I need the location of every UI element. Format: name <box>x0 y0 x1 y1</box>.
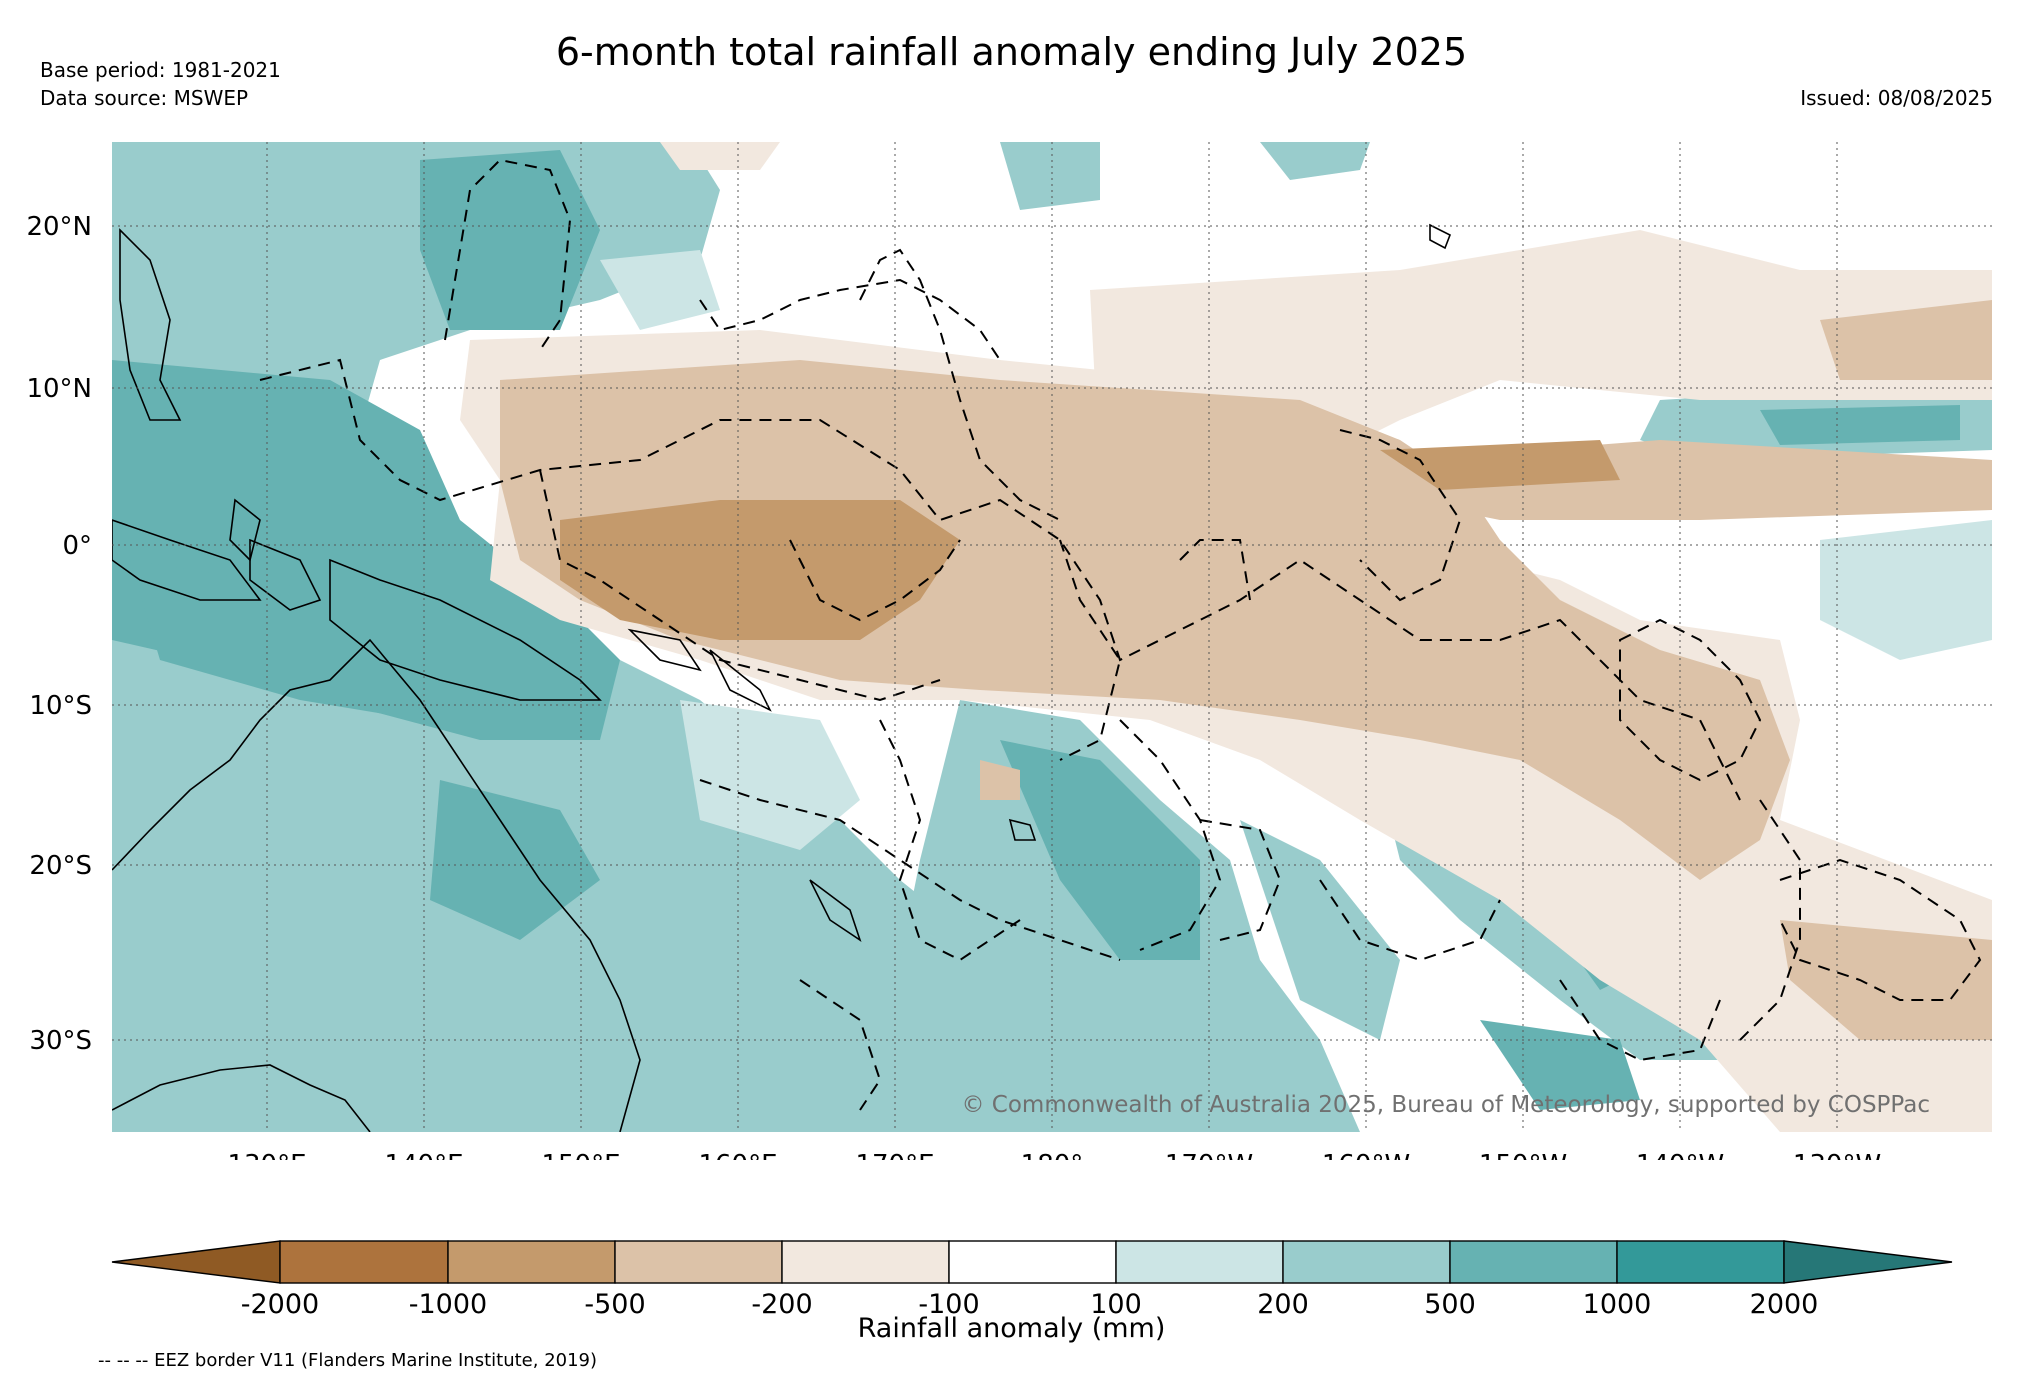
colorbar-tick: -200 <box>751 1289 812 1320</box>
lon-label: 160°W <box>1322 1150 1410 1160</box>
lon-label: 160°E <box>698 1150 777 1160</box>
colorbar-tick: 2000 <box>1750 1289 1819 1320</box>
issued-date: Issued: 08/08/2025 <box>1800 86 1993 110</box>
colorbar-tick: 200 <box>1257 1289 1309 1320</box>
colorbar-bin <box>1616 1240 1785 1284</box>
colorbar-tick: -500 <box>584 1289 645 1320</box>
colorbar-tick: -100 <box>918 1289 979 1320</box>
colorbar-tick: -1000 <box>409 1289 487 1320</box>
colorbar-bin <box>1115 1240 1284 1284</box>
colorbar-extend-high <box>1783 1240 1953 1284</box>
colorbar-bin <box>614 1240 783 1284</box>
lon-label: 140°W <box>1636 1150 1724 1160</box>
colorbar-bin <box>447 1240 616 1284</box>
colorbar-segments <box>111 1240 1953 1284</box>
longitude-labels: 130°E 140°E 150°E 160°E 170°E 180° 170°W… <box>227 1150 1881 1160</box>
eez-footnote: -- -- -- EEZ border V11 (Flanders Marine… <box>98 1350 598 1371</box>
colorbar-bin <box>948 1240 1117 1284</box>
lon-label: 140°E <box>384 1150 463 1160</box>
lon-label: 130°W <box>1793 1150 1881 1160</box>
lat-label: 30°S <box>29 1026 92 1056</box>
rainfall-anomaly-map: © Commonwealth of Australia 2025, Bureau… <box>26 142 1992 1160</box>
lon-label: 130°E <box>227 1150 306 1160</box>
lon-label: 180° <box>1021 1150 1084 1160</box>
colorbar-bin <box>781 1240 950 1284</box>
lat-label: 10°S <box>29 691 92 721</box>
colorbar-extend-low <box>111 1240 281 1284</box>
data-source: Data source: MSWEP <box>40 86 249 110</box>
dry-anomaly-regions <box>460 142 1992 1132</box>
colorbar-bin <box>1282 1240 1451 1284</box>
colorbar: -2000 -1000 -500 -200 -100 100 200 500 1… <box>111 1240 1953 1320</box>
copyright-notice: © Commonwealth of Australia 2025, Bureau… <box>961 1092 1930 1118</box>
lat-label: 10°N <box>26 374 92 404</box>
lat-label: 20°S <box>29 851 92 881</box>
colorbar-tick: 1000 <box>1583 1289 1652 1320</box>
colorbar-tick: 500 <box>1424 1289 1476 1320</box>
map-title: 6-month total rainfall anomaly ending Ju… <box>555 30 1468 74</box>
colorbar-bin <box>279 1240 449 1284</box>
eez-borders <box>259 158 1982 1111</box>
lat-label: 20°N <box>26 212 92 242</box>
lon-label: 170°E <box>855 1150 934 1160</box>
lat-label: 0° <box>62 531 92 561</box>
latitude-labels: 20°N 10°N 0° 10°S 20°S 30°S <box>26 212 92 1056</box>
colorbar-bin <box>1449 1240 1618 1284</box>
base-period: Base period: 1981-2021 <box>40 58 281 82</box>
graticule <box>112 142 1992 1132</box>
colorbar-tick: -2000 <box>241 1289 319 1320</box>
colorbar-tick: 100 <box>1090 1289 1142 1320</box>
colorbar-tick-labels: -2000 -1000 -500 -200 -100 100 200 500 1… <box>241 1289 1819 1320</box>
lon-label: 170°W <box>1165 1150 1253 1160</box>
colorbar-label: Rainfall anomaly (mm) <box>857 1313 1166 1344</box>
lon-label: 150°E <box>541 1150 620 1160</box>
lon-label: 150°W <box>1479 1150 1567 1160</box>
coastlines <box>112 223 1452 1132</box>
